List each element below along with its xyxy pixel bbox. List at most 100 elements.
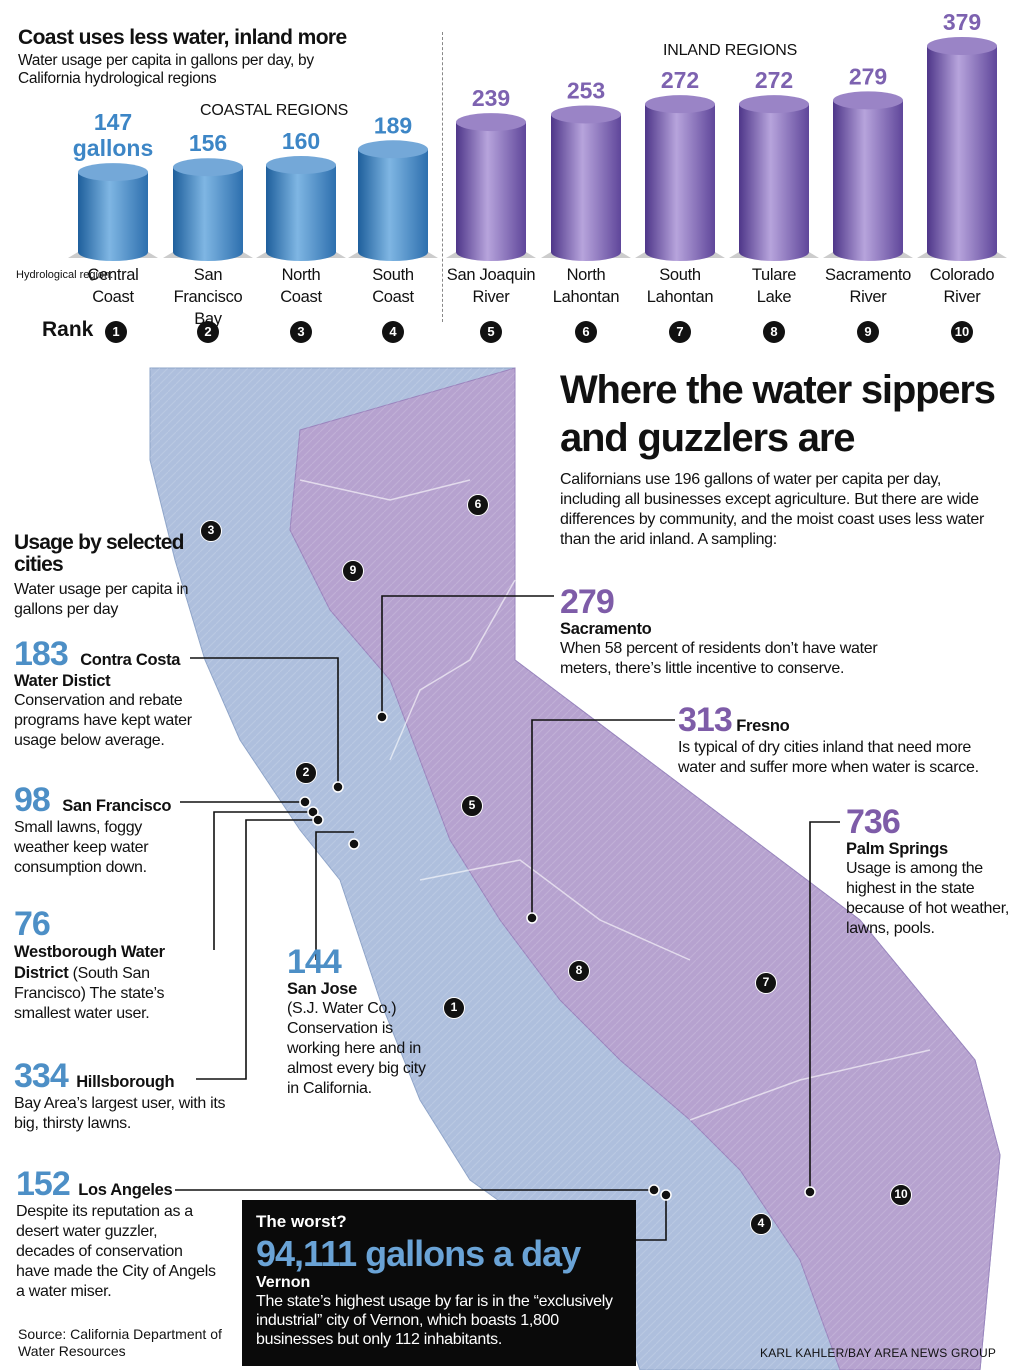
chart-title: Coast uses less water, inland more: [18, 26, 347, 49]
rank-badge: 6: [575, 321, 597, 343]
bar-top-4: [358, 140, 428, 159]
hydrological-region-label: Hydrological region:: [16, 269, 114, 281]
region-name-line: San Francisco: [173, 266, 243, 306]
chart-subtitle: Water usage per capita in gallons per da…: [18, 52, 314, 87]
bar-top-7: [645, 95, 715, 114]
city-sacramento: 279 Sacramento When 58 percent of reside…: [560, 584, 920, 679]
rank-badge: 5: [480, 321, 502, 343]
leader-san-jose: [315, 831, 354, 960]
city-value: 313: [678, 701, 733, 739]
city-paren: (South San Francisco): [14, 965, 150, 1002]
city-desc: Usage is among the highest in the state …: [846, 860, 1009, 937]
region-name-line: River: [472, 288, 510, 306]
region-name: Central Coast: [63, 264, 163, 308]
leader-los-angeles: [175, 1189, 667, 1241]
leader-contra-costa: [190, 657, 339, 785]
region-name-line: Coast: [372, 288, 414, 306]
bar-value-label: 379: [943, 9, 981, 35]
region-name-line: South: [659, 266, 701, 284]
bar-top-5: [456, 113, 526, 132]
map-region-badge-3: 3: [200, 520, 222, 542]
city-name: Sacramento: [560, 620, 652, 638]
bar-10: [927, 46, 997, 261]
city-hillsborough: 334 Hillsborough Bay Area’s largest user…: [14, 1058, 234, 1134]
city-desc: Small lawns, foggy weather keep water co…: [14, 819, 149, 876]
bar-value-label: gallons: [73, 135, 154, 161]
bar-8: [739, 104, 809, 261]
city-san-francisco: 98 San Francisco Small lawns, foggy weat…: [14, 782, 194, 878]
region-name-line: Coast: [280, 288, 322, 306]
worst-value: 94,111 gallons a day: [256, 1233, 581, 1274]
bar-value-label: 189: [374, 112, 412, 138]
region-name: South Lahontan: [630, 264, 730, 308]
region-name-line: River: [943, 288, 981, 306]
city-los-angeles: 152 Los Angeles Despite its reputation a…: [16, 1166, 216, 1302]
rank-badge: 9: [857, 321, 879, 343]
bar-value-label: 279: [849, 63, 887, 89]
region-name: North Lahontan: [536, 264, 636, 308]
region-name-line: Central: [87, 266, 139, 284]
bar-top-10: [927, 37, 997, 55]
city-value: 736: [846, 803, 901, 841]
region-name: San Joaquin River: [441, 264, 541, 308]
dot-fresno: [526, 912, 538, 924]
leader-westborough: [213, 811, 313, 950]
city-desc: Conservation and rebate programs have ke…: [14, 692, 192, 749]
inland-regions-label: INLAND REGIONS: [663, 42, 798, 59]
bar-7: [645, 104, 715, 261]
rank-badge: 8: [763, 321, 785, 343]
map-region-badge-10: 10: [890, 1184, 912, 1206]
region-name: Tulare Lake: [724, 264, 824, 308]
group-divider: [442, 32, 443, 322]
bar-top-9: [833, 91, 903, 110]
worst-callout: The worst? 94,111 gallons a day Vernon T…: [242, 1200, 636, 1366]
bar-value-label: 147: [94, 109, 132, 135]
usage-subtitle: Water usage per capita in gallons per da…: [14, 581, 189, 618]
leader-hillsborough: [196, 819, 318, 1080]
region-name-line: Colorado: [929, 266, 995, 284]
leader-sacramento: [381, 595, 554, 715]
bar-top-3: [266, 156, 336, 175]
dot-vernon: [660, 1189, 672, 1201]
rank-badge: 3: [290, 321, 312, 343]
city-name: Contra Costa: [80, 651, 181, 669]
city-name: San Jose: [287, 980, 358, 998]
bar-top-1: [78, 163, 148, 182]
dot-palm-springs: [804, 1186, 816, 1198]
region-name-line: Lake: [756, 288, 792, 306]
city-name: Los Angeles: [78, 1181, 173, 1199]
rank-badge: 1: [105, 321, 127, 343]
map-region-badge-4: 4: [750, 1213, 772, 1235]
city-value: 144: [287, 943, 342, 981]
city-value: 76: [14, 905, 51, 943]
city-desc: (S.J. Water Co.) Conservation is working…: [287, 1000, 426, 1097]
city-westborough: 76 Westborough Water District (South San…: [14, 906, 194, 1024]
region-name-line: San Joaquin: [446, 266, 536, 284]
dot-contra-costa: [332, 781, 344, 793]
rank-badge: 4: [382, 321, 404, 343]
region-name-line: Coast: [92, 288, 134, 306]
dot-san-jose: [348, 838, 360, 850]
region-name: South Coast: [343, 264, 443, 308]
bar-value-label: 253: [567, 77, 605, 103]
bar-top-8: [739, 95, 809, 114]
region-name: Sacramento River: [818, 264, 918, 308]
worst-city: Vernon: [256, 1274, 311, 1291]
map-region-badge-1: 1: [443, 997, 465, 1019]
bar-top-2: [173, 158, 243, 177]
bar-1: [78, 172, 148, 261]
region-name-line: South: [372, 266, 414, 284]
dot-hillsborough: [312, 814, 324, 826]
leader-palm-springs: [809, 821, 840, 1190]
city-value: 279: [560, 583, 615, 621]
dot-sacramento: [376, 711, 388, 723]
region-name-line: Lahontan: [646, 288, 714, 306]
map-region-badge-2: 2: [295, 762, 317, 784]
rank-label: Rank: [42, 318, 94, 341]
city-desc: Bay Area’s largest user, with its big, t…: [14, 1095, 226, 1132]
city-name: Fresno: [736, 717, 790, 735]
city-san-jose: 144 San Jose (S.J. Water Co.) Conservati…: [287, 944, 437, 1099]
worst-desc: The state’s highest usage by far is in t…: [256, 1293, 613, 1348]
coastal-regions-label: COASTAL REGIONS: [200, 102, 349, 119]
map-region-badge-9: 9: [342, 560, 364, 582]
